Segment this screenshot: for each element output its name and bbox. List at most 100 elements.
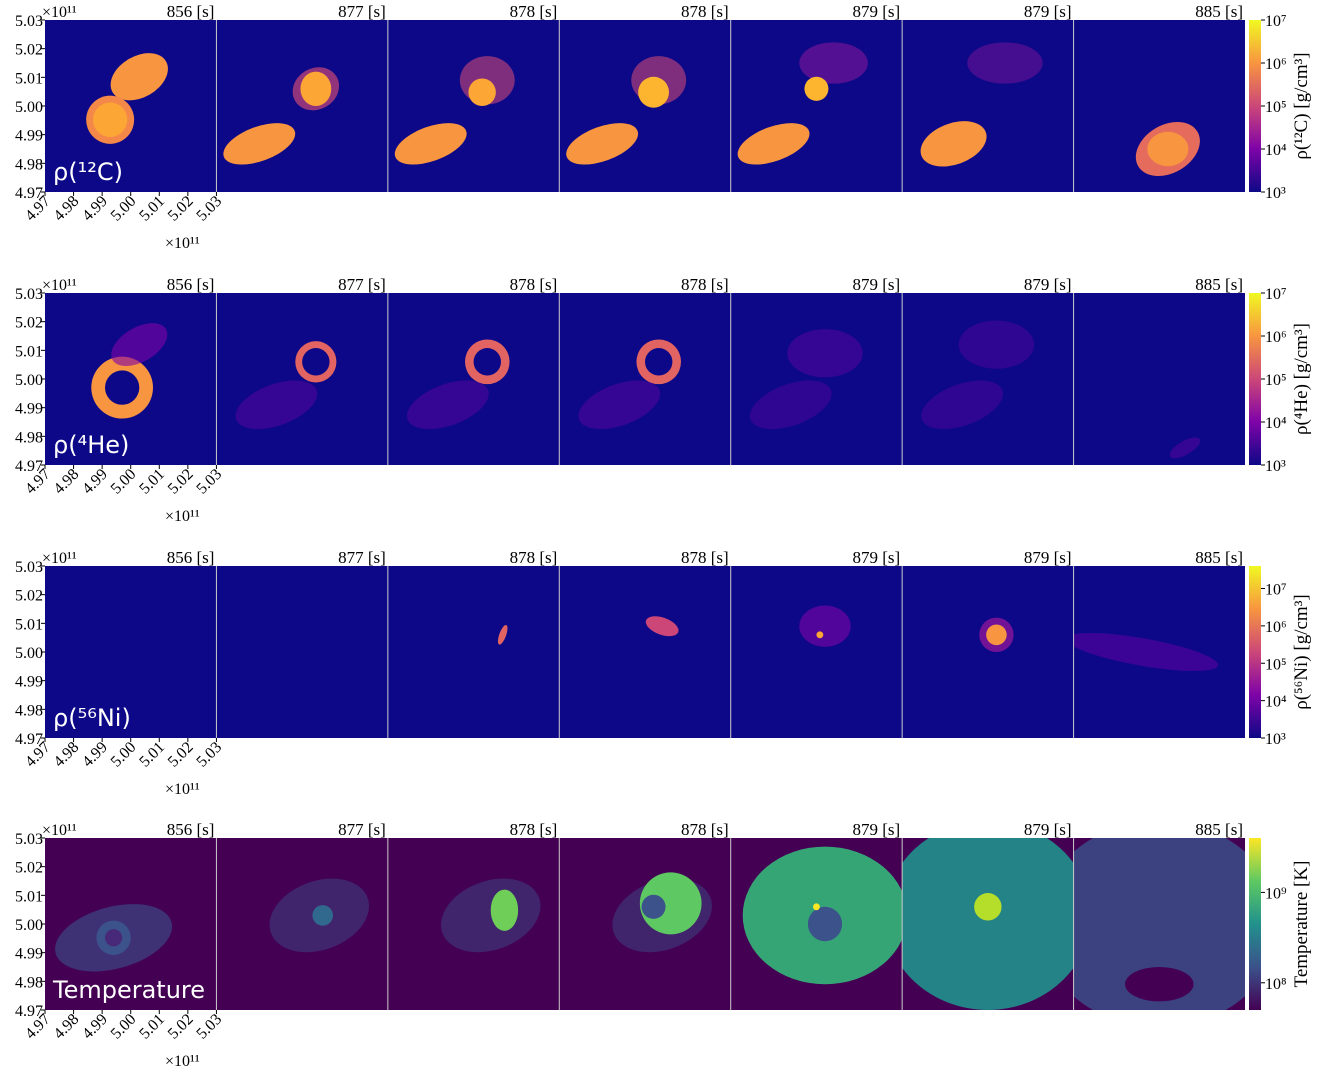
y-tick-label: 4.98 xyxy=(15,702,43,719)
y-tick-label: 5.00 xyxy=(15,917,43,934)
image-panel xyxy=(216,20,387,192)
y-tick-label: 5.02 xyxy=(15,588,43,605)
x-tick-label: 5.01 xyxy=(136,466,168,498)
image-panel xyxy=(559,293,730,465)
colorbar-tick-label: 10³ xyxy=(1265,185,1286,202)
x-offset: ×10¹¹ xyxy=(165,235,200,252)
panel-title: 856 [s] xyxy=(167,548,215,567)
y-tick-label: 5.02 xyxy=(15,42,43,59)
structure xyxy=(787,329,862,377)
panel-title: 885 [s] xyxy=(1195,548,1243,567)
panel-background xyxy=(902,293,1073,465)
x-tick-label: 5.03 xyxy=(193,739,225,771)
panel-title: 885 [s] xyxy=(1195,820,1243,839)
panel-background xyxy=(1074,293,1245,465)
colorbar-tick-label: 10⁶ xyxy=(1265,619,1287,636)
structure xyxy=(799,42,868,83)
colorbar-tick-label: 10⁵ xyxy=(1265,372,1287,389)
y-tick-label: 4.99 xyxy=(15,674,43,691)
panel-background xyxy=(216,566,387,738)
panel-title: 878 [s] xyxy=(510,548,558,567)
structure xyxy=(1147,132,1188,166)
x-tick-label: 5.00 xyxy=(108,466,140,498)
y-tick-label: 5.03 xyxy=(15,559,43,576)
x-tick-label: 5.03 xyxy=(193,466,225,498)
colorbar-tick-label: 10⁹ xyxy=(1265,885,1287,902)
image-panel xyxy=(559,838,730,1010)
x-tick-label: 4.99 xyxy=(79,739,111,771)
panel-background xyxy=(388,20,559,192)
y-tick-label: 4.99 xyxy=(15,946,43,963)
x-offset: ×10¹¹ xyxy=(165,1053,200,1070)
row-label: ρ(⁴He) xyxy=(53,431,129,459)
colorbar-tick-label: 10⁵ xyxy=(1265,99,1287,116)
panel-title: 879 [s] xyxy=(852,548,900,567)
y-tick-label: 5.03 xyxy=(15,13,43,30)
x-tick-label: 5.02 xyxy=(165,1011,197,1043)
colorbar-tick-label: 10⁶ xyxy=(1265,329,1287,346)
structure xyxy=(105,929,122,946)
panel-title: 885 [s] xyxy=(1195,275,1243,294)
x-tick-label: 4.98 xyxy=(51,739,83,771)
panel-background xyxy=(559,20,730,192)
x-tick-label: 4.99 xyxy=(79,466,111,498)
x-tick-label: 5.02 xyxy=(165,739,197,771)
colorbar-label: ρ(⁴He) [g/cm³] xyxy=(1291,323,1312,435)
x-tick-label: 4.98 xyxy=(51,1011,83,1043)
panel-background xyxy=(388,566,559,738)
panel-title: 856 [s] xyxy=(167,2,215,21)
panel-title: 856 [s] xyxy=(167,820,215,839)
x-tick-label: 4.99 xyxy=(79,193,111,225)
panel-background xyxy=(731,293,902,465)
colorbar-tick-label: 10⁴ xyxy=(1265,415,1287,432)
structure xyxy=(312,905,333,926)
row-label: Temperature xyxy=(52,976,205,1004)
structure xyxy=(302,348,329,376)
colorbar-tick-label: 10⁷ xyxy=(1265,286,1287,303)
colorbar-tick-label: 10⁸ xyxy=(1265,976,1287,993)
y-tick-label: 4.99 xyxy=(15,128,43,145)
y-offset: ×10¹¹ xyxy=(42,550,77,567)
image-panel xyxy=(731,838,908,1010)
y-tick-label: 5.01 xyxy=(15,616,43,633)
structure xyxy=(645,348,672,376)
colorbar-tick-label: 10⁷ xyxy=(1265,13,1287,30)
x-offset: ×10¹¹ xyxy=(165,508,200,525)
structure xyxy=(986,624,1007,645)
figure: 856 [s] 877 [s] 878 [s] 878 [s] 879 [s] 879 [… xyxy=(0,0,1330,1073)
colorbar xyxy=(1249,838,1261,1010)
structure xyxy=(967,42,1042,83)
image-panel xyxy=(216,566,387,738)
x-tick-label: 5.00 xyxy=(108,193,140,225)
colorbar-tick-label: 10³ xyxy=(1265,731,1286,748)
y-tick-label: 4.98 xyxy=(15,156,43,173)
y-offset: ×10¹¹ xyxy=(42,277,77,294)
row-label: ρ(⁵⁶Ni) xyxy=(53,704,131,732)
structure xyxy=(300,72,331,106)
structure xyxy=(638,77,669,108)
y-tick-label: 5.00 xyxy=(15,645,43,662)
y-tick-label: 5.02 xyxy=(15,860,43,877)
panel-title: 877 [s] xyxy=(338,275,386,294)
y-tick-label: 4.99 xyxy=(15,401,43,418)
structure xyxy=(813,903,820,910)
panel-title: 885 [s] xyxy=(1195,2,1243,21)
panel-title: 879 [s] xyxy=(1024,2,1072,21)
y-tick-label: 4.98 xyxy=(15,429,43,446)
panel-background xyxy=(559,566,730,738)
structure xyxy=(1125,967,1194,1001)
y-tick-label: 5.01 xyxy=(15,343,43,360)
image-panel xyxy=(388,293,559,465)
panel-title: 856 [s] xyxy=(167,275,215,294)
structure xyxy=(105,370,139,404)
image-panel xyxy=(216,838,387,1010)
row-label: ρ(¹²C) xyxy=(53,158,123,186)
image-panel xyxy=(1064,566,1245,738)
image-panel xyxy=(559,20,730,192)
colorbar-tick-label: 10⁵ xyxy=(1265,656,1287,673)
panel-title: 878 [s] xyxy=(510,820,558,839)
panel-title: 878 [s] xyxy=(510,2,558,21)
x-tick-label: 4.98 xyxy=(51,193,83,225)
panel-title: 879 [s] xyxy=(852,2,900,21)
panel-background xyxy=(902,566,1073,738)
